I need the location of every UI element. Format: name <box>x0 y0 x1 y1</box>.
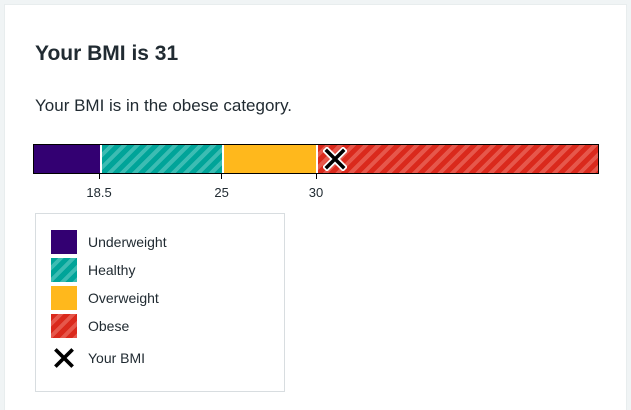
tick-label-25: 25 <box>214 185 229 200</box>
segment-healthy <box>99 145 222 173</box>
tick-mark-30 <box>315 173 317 179</box>
bmi-result-card: Your BMI is 31 Your BMI is in the obese … <box>4 4 627 410</box>
legend-item-your-bmi: Your BMI <box>51 346 145 370</box>
overweight-swatch <box>51 286 77 310</box>
underweight-swatch <box>51 230 77 254</box>
legend-label-your-bmi: Your BMI <box>88 350 146 366</box>
legend-label: Healthy <box>88 262 136 278</box>
legend-item-overweight: Overweight <box>51 286 159 310</box>
legend-item-healthy: Healthy <box>51 258 135 282</box>
tick-mark-18-5 <box>98 173 100 179</box>
legend-item-obese: Obese <box>51 314 129 338</box>
healthy-swatch <box>51 258 77 282</box>
bmi-legend: Underweight Healthy Overweight Obese You… <box>35 213 285 392</box>
obese-swatch <box>51 314 77 338</box>
result-title: Your BMI is 31 <box>35 42 179 65</box>
result-description: Your BMI is in the obese category. <box>35 96 293 115</box>
legend-item-underweight: Underweight <box>51 230 167 254</box>
segment-underweight <box>34 145 100 173</box>
segment-overweight <box>221 145 316 173</box>
bmi-scale-bar <box>33 144 599 174</box>
legend-label: Underweight <box>88 234 167 250</box>
legend-label: Overweight <box>88 290 159 306</box>
tick-mark-25 <box>221 173 223 179</box>
tick-label-18-5: 18.5 <box>86 185 112 200</box>
segment-obese <box>315 145 598 173</box>
your-bmi-marker-icon <box>322 147 347 171</box>
tick-label-30: 30 <box>308 185 324 200</box>
legend-label: Obese <box>88 318 130 334</box>
cross-icon <box>51 346 77 370</box>
